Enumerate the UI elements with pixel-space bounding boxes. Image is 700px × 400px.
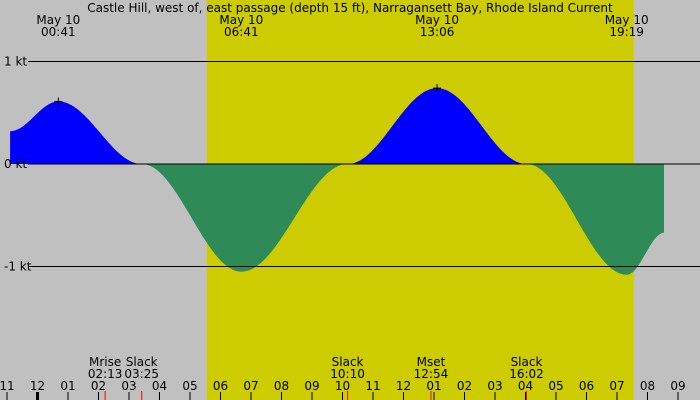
event-time-label: 12:54 xyxy=(414,367,449,381)
top-time-label: 06:41 xyxy=(224,25,259,39)
ebb-current-area xyxy=(526,164,664,275)
hour-tick-label: 02 xyxy=(457,379,472,393)
top-time-label: 13:06 xyxy=(420,25,455,39)
event-name-label: Slack xyxy=(126,355,158,369)
event-name-label: Mset xyxy=(417,355,446,369)
top-time-label: 19:19 xyxy=(609,25,644,39)
hour-tick-label: 07 xyxy=(609,379,624,393)
y-tick-label: -1 kt xyxy=(4,260,32,274)
event-time-label: 03:25 xyxy=(124,367,159,381)
hour-tick-label: 09 xyxy=(670,379,685,393)
top-date-label: May 10 xyxy=(36,13,80,27)
chart-title: Castle Hill, west of, east passage (dept… xyxy=(87,1,613,15)
top-time-label: 00:41 xyxy=(41,25,76,39)
hour-tick-label: 10 xyxy=(335,379,350,393)
hour-tick-label: 04 xyxy=(518,379,533,393)
hour-tick-label: 08 xyxy=(640,379,655,393)
hour-tick-label: 11 xyxy=(365,379,380,393)
hour-tick-label: 05 xyxy=(182,379,197,393)
flood-current-area xyxy=(348,88,527,164)
y-tick-label: 0 kt xyxy=(4,157,27,171)
flood-current-area xyxy=(10,101,142,164)
hour-tick-label: 01 xyxy=(426,379,441,393)
event-name-label: Slack xyxy=(511,355,543,369)
hour-tick-label: 06 xyxy=(579,379,594,393)
hour-tick-label: 07 xyxy=(243,379,258,393)
hour-tick-label: 11 xyxy=(0,379,15,393)
hour-tick-label: 12 xyxy=(396,379,411,393)
event-time-label: 10:10 xyxy=(330,367,365,381)
hour-tick-label: 04 xyxy=(152,379,167,393)
hour-tick-label: 01 xyxy=(60,379,75,393)
hour-tick-label: 03 xyxy=(487,379,502,393)
hour-tick-label: 02 xyxy=(91,379,106,393)
peak-marker xyxy=(433,84,442,93)
y-tick-label: 1 kt xyxy=(4,55,27,69)
event-time-label: 16:02 xyxy=(509,367,544,381)
hour-tick-label: 03 xyxy=(121,379,136,393)
hour-tick-label: 05 xyxy=(548,379,563,393)
top-date-label: May 10 xyxy=(605,13,649,27)
hour-tick-label: 06 xyxy=(213,379,228,393)
top-date-label: May 10 xyxy=(415,13,459,27)
event-time-label: 02:13 xyxy=(88,367,123,381)
peak-marker xyxy=(54,97,63,106)
top-date-label: May 10 xyxy=(219,13,263,27)
ebb-current-area xyxy=(141,164,348,272)
hour-tick-label: 12 xyxy=(30,379,45,393)
hour-tick-label: 08 xyxy=(274,379,289,393)
hour-tick-label: 09 xyxy=(304,379,319,393)
event-name-label: Mrise xyxy=(89,355,121,369)
event-name-label: Slack xyxy=(332,355,364,369)
